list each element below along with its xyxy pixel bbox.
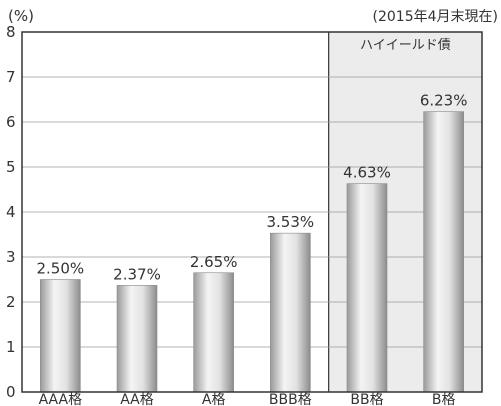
bar bbox=[193, 272, 234, 393]
y-tick-label: 1 bbox=[6, 338, 16, 356]
y-tick-label: 6 bbox=[6, 113, 16, 131]
category-label: BB格 bbox=[350, 392, 383, 406]
y-tick-labels: 0 1 2 3 4 5 6 7 8 bbox=[6, 23, 16, 401]
category-label: B格 bbox=[432, 392, 456, 406]
category-label: AAA格 bbox=[39, 392, 83, 406]
value-label: 6.23% bbox=[420, 92, 468, 110]
value-labels: 2.50% 2.37% 2.65% 3.53% 4.63% 6.23% bbox=[37, 92, 468, 284]
bar bbox=[270, 232, 311, 393]
bar bbox=[116, 285, 158, 393]
gridlines bbox=[22, 32, 482, 392]
y-tick-label: 5 bbox=[6, 158, 16, 176]
plot-frame bbox=[21, 31, 483, 393]
bars bbox=[40, 111, 464, 393]
category-label: A格 bbox=[202, 392, 226, 406]
date-note: (2015年4月末現在) bbox=[373, 9, 498, 25]
bar bbox=[346, 183, 388, 393]
y-tick-label: 2 bbox=[6, 293, 16, 311]
value-label: 2.37% bbox=[113, 265, 161, 283]
bar bbox=[423, 111, 464, 393]
value-label: 3.53% bbox=[267, 213, 315, 231]
bar bbox=[40, 279, 81, 393]
category-labels: AAA格 AA格 A格 BBB格 BB格 B格 bbox=[39, 392, 456, 406]
category-label: BBB格 bbox=[269, 392, 312, 406]
value-label: 4.63% bbox=[343, 164, 391, 182]
value-label: 2.65% bbox=[190, 253, 238, 271]
y-tick-label: 0 bbox=[6, 383, 16, 401]
y-tick-label: 7 bbox=[6, 68, 16, 86]
y-unit-label: (%) bbox=[8, 7, 34, 25]
y-tick-label: 8 bbox=[6, 23, 16, 41]
category-label: AA格 bbox=[120, 392, 154, 406]
y-tick-label: 4 bbox=[6, 203, 16, 221]
value-label: 2.50% bbox=[37, 260, 85, 278]
y-tick-label: 3 bbox=[6, 248, 16, 266]
high-yield-label: ハイイールド債 bbox=[360, 38, 451, 53]
